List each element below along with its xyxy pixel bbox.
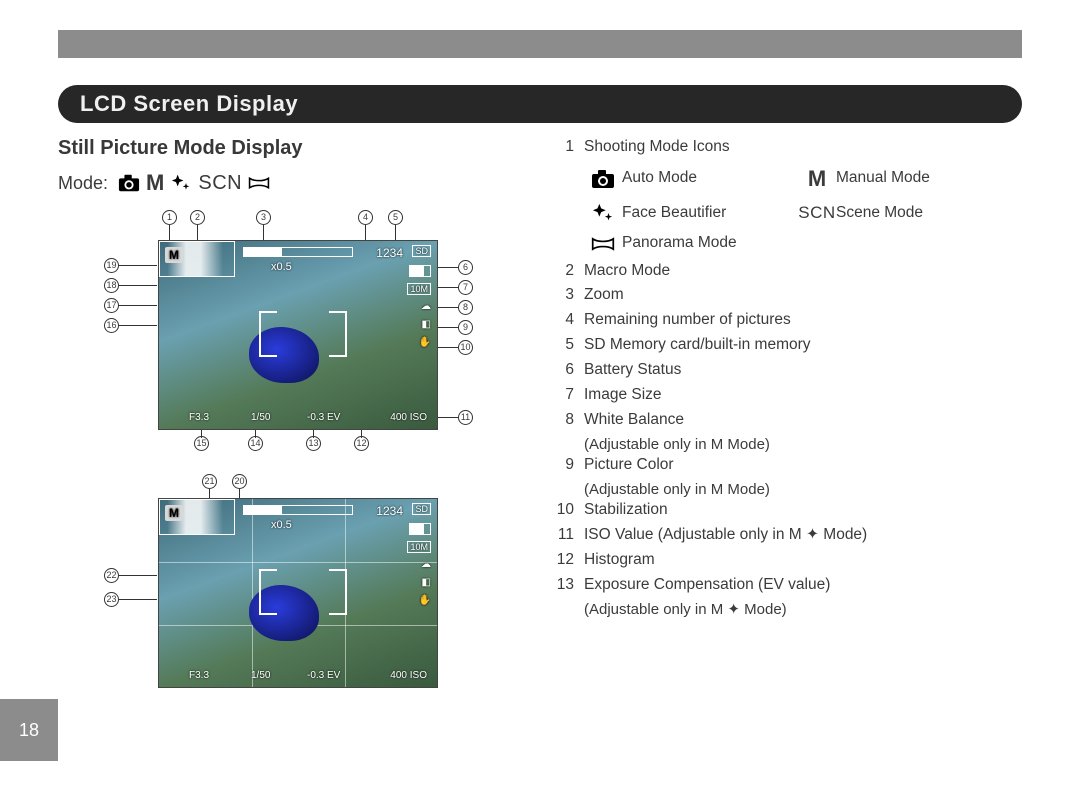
callout-13: 13 [306, 436, 321, 451]
shooting-mode-icon-grid: Auto Mode M Manual Mode Face Beautifier … [584, 164, 1022, 255]
legend-item: Image Size [584, 385, 1022, 406]
lcd-color-icon: ◧ [422, 319, 431, 330]
top-gray-bar [58, 30, 1022, 58]
mode-manual-label: Manual Mode [836, 168, 1022, 189]
callout-1: 1 [162, 210, 177, 225]
callout-19: 19 [104, 258, 119, 273]
lcd-battery [409, 265, 431, 277]
legend-column: 1Shooting Mode Icons Auto Mode M Manual … [552, 137, 1022, 714]
panorama-icon [591, 233, 615, 255]
legend-item: Histogram [584, 550, 1022, 571]
page-content: LCD Screen Display Still Picture Mode Di… [58, 85, 1022, 785]
callout-17: 17 [104, 298, 119, 313]
lcd-wb-icon: ☁ [421, 301, 431, 312]
callout-21: 21 [202, 474, 217, 489]
lcd-diagram-1: 1 2 3 4 5 6 7 8 9 10 11 [98, 210, 508, 452]
legend-item: Exposure Compensation (EV value) [584, 575, 1022, 596]
legend-item: Stabilization [584, 500, 1022, 521]
callout-16: 16 [104, 318, 119, 333]
lcd-sd: SD [412, 245, 431, 257]
scn-icon: SCN [798, 202, 836, 225]
mode-line: Mode: M SCN [58, 170, 528, 196]
legend-item: White Balance [584, 410, 1022, 431]
lcd-shots: 1234 [376, 246, 403, 260]
lcd-stab-icon: ✋ [419, 337, 431, 348]
callout-6: 6 [458, 260, 473, 275]
callout-12: 12 [354, 436, 369, 451]
callout-9: 9 [458, 320, 473, 335]
callout-20: 20 [232, 474, 247, 489]
lcd-zoom-value: x0.5 [271, 261, 292, 273]
legend-item: Battery Status [584, 360, 1022, 381]
callout-14: 14 [248, 436, 263, 451]
page-number-tab: 18 [0, 699, 58, 761]
lcd-size: 10M [407, 283, 431, 295]
callout-8: 8 [458, 300, 473, 315]
callout-7: 7 [458, 280, 473, 295]
camera-icon [591, 168, 615, 190]
mode-auto-label: Auto Mode [622, 168, 798, 189]
camera-icon [118, 173, 140, 193]
legend-subnote: (Adjustable only in M ✦ Mode) [584, 600, 1022, 620]
callout-10: 10 [458, 340, 473, 355]
legend-subnote: (Adjustable only in M Mode) [584, 435, 1022, 455]
manual-m-icon: M [798, 164, 836, 194]
lcd-diagram-2: 21 20 22 23 M x0.5 1234 SD 10M [98, 474, 508, 692]
mode-scene-label: Scene Mode [836, 203, 1022, 224]
callout-15: 15 [194, 436, 209, 451]
sparkle-icon [591, 202, 615, 224]
lcd-screen-2: M x0.5 1234 SD 10M ☁ ◧ ✋ F3.3 1/50 -0.3 … [158, 498, 438, 688]
left-column: Still Picture Mode Display Mode: M SCN 1… [58, 137, 528, 714]
legend-item: Zoom [584, 285, 1022, 306]
lcd-screen-1: M x0.5 1234 SD 10M ☁ ◧ ✋ F3.3 1/50 -0.3 … [158, 240, 438, 430]
mode-label: Mode: [58, 173, 108, 194]
callout-3: 3 [256, 210, 271, 225]
lcd-zoom-bar [243, 247, 353, 257]
callout-5: 5 [388, 210, 403, 225]
callout-18: 18 [104, 278, 119, 293]
legend-item: Macro Mode [584, 261, 1022, 282]
panorama-icon [248, 173, 270, 193]
legend-item: SD Memory card/built-in memory [584, 335, 1022, 356]
subheading: Still Picture Mode Display [58, 137, 528, 160]
callout-4: 4 [358, 210, 373, 225]
lcd-shutter: 1/50 [251, 412, 270, 423]
callout-23: 23 [104, 592, 119, 607]
mode-face-label: Face Beautifier [622, 203, 798, 224]
section-header: LCD Screen Display [58, 85, 1022, 123]
callout-22: 22 [104, 568, 119, 583]
legend-item: ISO Value (Adjustable only in M ✦ Mode) [584, 525, 1022, 546]
scn-icon: SCN [198, 172, 242, 195]
callout-11: 11 [458, 410, 473, 425]
callout-2: 2 [190, 210, 205, 225]
mode-panorama-label: Panorama Mode [622, 233, 798, 254]
legend-1-heading: Shooting Mode Icons [584, 137, 1022, 158]
legend-item: Picture Color [584, 455, 1022, 476]
legend-item: Remaining number of pictures [584, 310, 1022, 331]
legend-subnote: (Adjustable only in M Mode) [584, 480, 1022, 500]
lcd-ev: -0.3 EV [307, 412, 340, 423]
lcd-iso: 400 ISO [390, 412, 427, 423]
lcd-mode-badge: M [165, 247, 183, 263]
lcd-aperture: F3.3 [189, 412, 209, 423]
sparkle-icon [170, 173, 192, 193]
manual-m-icon: M [146, 170, 164, 196]
